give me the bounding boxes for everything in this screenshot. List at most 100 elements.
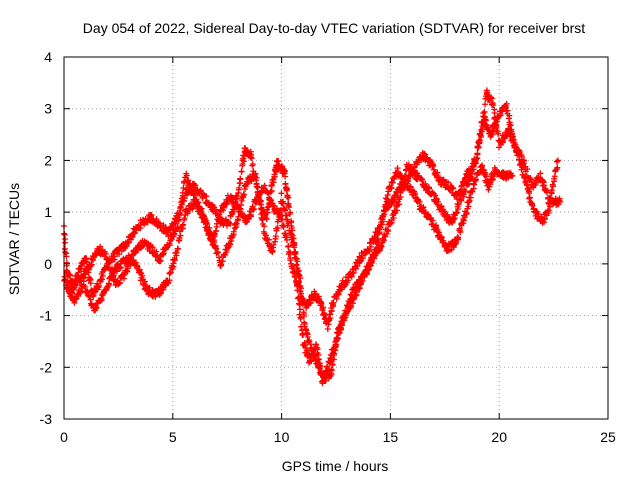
data-point (233, 220, 240, 227)
x-axis-label: GPS time / hours (282, 458, 389, 474)
data-point (237, 176, 244, 183)
data-point (483, 173, 490, 180)
data-point (312, 341, 319, 348)
data-point (252, 170, 259, 177)
data-point (529, 202, 536, 209)
data-point (124, 265, 131, 272)
data-point (482, 117, 489, 124)
data-point (137, 225, 144, 232)
data-point (488, 94, 495, 101)
data-point (88, 261, 95, 268)
data-point (348, 273, 355, 280)
data-point (379, 221, 386, 228)
data-point (141, 278, 148, 285)
data-point (400, 176, 407, 183)
data-point (286, 227, 293, 234)
data-point (105, 258, 112, 265)
data-point (201, 216, 208, 223)
y-tick-label: 2 (44, 152, 52, 168)
data-point (422, 180, 429, 187)
data-point (454, 196, 461, 203)
data-point (463, 209, 470, 216)
data-point (288, 234, 295, 241)
data-point (286, 211, 293, 218)
data-point (184, 210, 191, 217)
data-point (173, 249, 180, 256)
data-point (518, 153, 525, 160)
data-point (167, 269, 174, 276)
data-point (283, 185, 290, 192)
data-point (435, 229, 442, 236)
data-point (317, 363, 324, 370)
data-point (278, 190, 285, 197)
data-point (331, 347, 338, 354)
data-point (116, 279, 123, 286)
data-point (380, 237, 387, 244)
data-point (234, 193, 241, 200)
data-point (375, 237, 382, 244)
data-point (480, 110, 487, 117)
data-point (183, 172, 190, 179)
data-point (253, 177, 260, 184)
y-tick-label: 3 (44, 101, 52, 117)
data-point (217, 214, 224, 221)
data-point (485, 186, 492, 193)
data-point (287, 257, 294, 264)
data-point (547, 203, 554, 210)
data-point (285, 220, 292, 227)
data-point (204, 226, 211, 233)
data-point (68, 289, 75, 296)
data-point (308, 358, 315, 365)
data-point (458, 197, 465, 204)
data-point (504, 107, 511, 114)
data-point (481, 169, 488, 176)
data-point (280, 198, 287, 205)
data-point (116, 251, 123, 258)
data-point (432, 192, 439, 199)
data-point (372, 246, 379, 253)
data-point (404, 182, 411, 189)
data-point (376, 229, 383, 236)
x-tick-label: 20 (491, 429, 507, 445)
data-point (384, 192, 391, 199)
data-point (298, 297, 305, 304)
data-point (364, 270, 371, 277)
data-point (509, 172, 516, 179)
data-point (230, 228, 237, 235)
data-point (80, 274, 87, 281)
data-point (294, 295, 301, 302)
data-point (171, 230, 178, 237)
data-point (472, 176, 479, 183)
data-point (324, 325, 331, 332)
data-point (98, 276, 105, 283)
data-point (174, 224, 181, 231)
data-point (240, 158, 247, 165)
data-point (465, 172, 472, 179)
y-tick-label: 4 (44, 49, 52, 65)
data-point (297, 314, 304, 321)
data-point (261, 223, 268, 230)
data-point (227, 241, 234, 248)
data-point (250, 206, 257, 213)
data-point (241, 191, 248, 198)
data-point (274, 225, 281, 232)
data-point (248, 155, 255, 162)
data-point (325, 365, 332, 372)
data-point (296, 311, 303, 318)
data-point (335, 291, 342, 298)
data-point (269, 202, 276, 209)
data-point (279, 216, 286, 223)
data-point (255, 194, 262, 201)
data-point (180, 184, 187, 191)
data-point (285, 243, 292, 250)
data-point (190, 192, 197, 199)
data-point (318, 300, 325, 307)
data-point (385, 228, 392, 235)
data-point (512, 141, 519, 148)
data-point (176, 211, 183, 218)
data-point (294, 287, 301, 294)
data-point (491, 125, 498, 132)
data-point (320, 304, 327, 311)
data-point (87, 280, 94, 287)
